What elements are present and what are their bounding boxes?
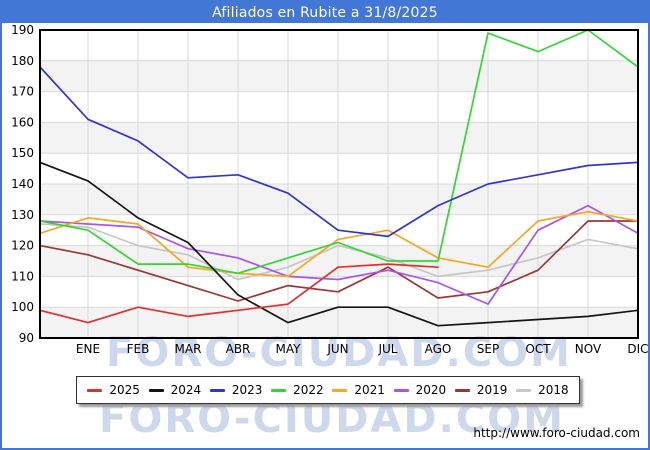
series-line-2019: [39, 220, 639, 302]
y-tick-label: 140: [11, 177, 34, 191]
legend-dash-icon: [271, 388, 287, 392]
legend-dash-icon: [332, 388, 348, 392]
legend-item-2019: 2019: [454, 383, 508, 397]
legend-item-2023: 2023: [209, 383, 263, 397]
plot-border: [39, 29, 639, 339]
x-tick-label: FEB: [127, 342, 150, 356]
source-url: http://www.foro-ciudad.com: [473, 426, 640, 440]
plot-band: [40, 153, 638, 184]
series-line-2020: [39, 204, 639, 305]
legend-label: 2019: [476, 383, 508, 397]
x-tick-label: JUL: [377, 342, 397, 356]
title-bar: Afiliados en Rubite a 31/8/2025: [2, 2, 648, 23]
legend-item-2020: 2020: [393, 383, 447, 397]
legend-dash-icon: [209, 388, 225, 392]
x-tick-label: DIC: [627, 342, 648, 356]
plot-band: [40, 30, 638, 61]
y-tick-label: 150: [11, 146, 34, 160]
legend-dash-icon: [454, 388, 470, 392]
x-tick-label: SEP: [477, 342, 499, 356]
y-tick-label: 120: [11, 239, 34, 253]
legend-label: 2021: [354, 383, 385, 397]
y-tick-label: 100: [11, 300, 34, 314]
y-tick-label: 170: [11, 85, 34, 99]
legend-label: 2022: [293, 383, 324, 397]
y-tick-label: 130: [11, 208, 34, 222]
plot-band: [40, 184, 638, 215]
legend-item-2022: 2022: [271, 383, 324, 397]
legend-label: 2025: [109, 383, 140, 397]
series-line-2023: [39, 66, 639, 238]
series-line-2018: [39, 223, 639, 281]
legend-item-2024: 2024: [148, 383, 202, 397]
x-tick-label: MAR: [175, 342, 202, 356]
legend-item-2025: 2025: [87, 383, 140, 397]
series-line-2024: [39, 161, 639, 327]
x-tick-label: OCT: [525, 342, 551, 356]
series-line-2025: [39, 263, 439, 324]
y-tick-label: 190: [11, 23, 34, 37]
plot-band: [40, 91, 638, 123]
x-tick-label: ABR: [226, 342, 251, 356]
plot-band: [40, 60, 638, 92]
legend-dash-icon: [516, 388, 532, 392]
chart-title: Afiliados en Rubite a 31/8/2025: [212, 4, 438, 21]
y-tick-label: 180: [11, 54, 34, 68]
x-tick-label: NOV: [575, 342, 602, 356]
legend-label: 2023: [231, 383, 263, 397]
x-tick-label: AGO: [425, 342, 452, 356]
legend-label: 2018: [538, 383, 569, 397]
legend-label: 2020: [415, 383, 447, 397]
legend-dash-icon: [393, 388, 409, 392]
legend-dash-icon: [87, 388, 103, 392]
x-tick-label: JUN: [326, 342, 348, 356]
series-line-2021: [39, 210, 639, 278]
legend-item-2021: 2021: [332, 383, 385, 397]
legend: 2025 2024 2023 2022 2021 2020 2019 2018: [76, 376, 580, 404]
y-tick-label: 90: [19, 331, 34, 345]
x-tick-label: ENE: [76, 342, 100, 356]
legend-dash-icon: [148, 388, 164, 392]
y-tick-label: 110: [11, 269, 34, 283]
x-tick-label: MAY: [276, 342, 302, 356]
series-line-2022: [39, 29, 639, 275]
legend-label: 2024: [170, 383, 202, 397]
legend-item-2018: 2018: [516, 383, 569, 397]
y-tick-label: 160: [11, 115, 34, 129]
